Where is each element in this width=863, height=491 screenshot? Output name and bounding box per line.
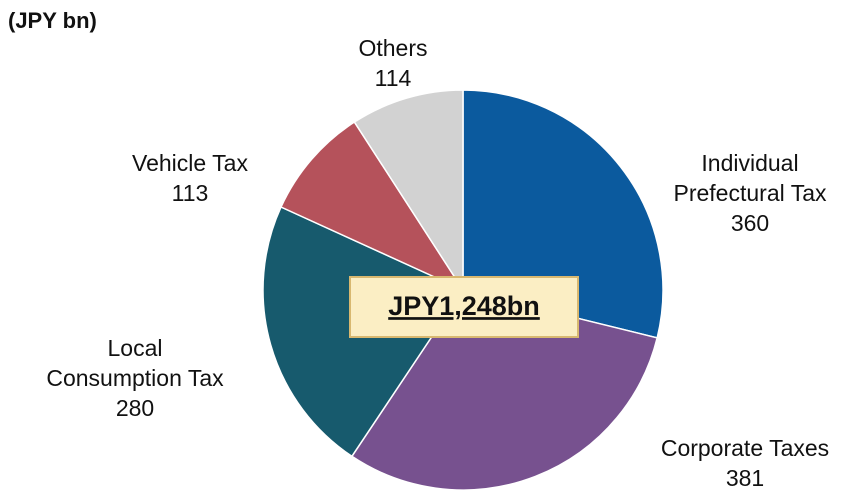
slice-label: Local bbox=[108, 335, 163, 361]
value-label: 114 bbox=[375, 65, 412, 91]
slice-label: Prefectural Tax bbox=[674, 180, 827, 206]
pie-slice bbox=[353, 89, 464, 293]
center-label: JPY1,248bn bbox=[388, 291, 540, 321]
slice-label: Others bbox=[358, 35, 427, 61]
value-label: 381 bbox=[726, 465, 764, 491]
pie bbox=[262, 89, 664, 491]
slice-label: Individual bbox=[701, 150, 798, 176]
units-label: (JPY bn) bbox=[8, 8, 97, 33]
pie-slice bbox=[462, 89, 664, 339]
slice-labels: Individual Prefectural Tax 360 Corporate Ta… bbox=[46, 35, 829, 491]
pie-slice bbox=[280, 121, 466, 292]
slice-label: Consumption Tax bbox=[46, 365, 224, 391]
slice-label: Corporate Taxes bbox=[661, 435, 829, 461]
value-label: 113 bbox=[172, 180, 209, 206]
value-label: 280 bbox=[116, 395, 154, 421]
value-label: 360 bbox=[731, 210, 769, 236]
center-box bbox=[349, 276, 579, 338]
slice-label: Vehicle Tax bbox=[132, 150, 248, 176]
pie-slice bbox=[350, 289, 659, 491]
